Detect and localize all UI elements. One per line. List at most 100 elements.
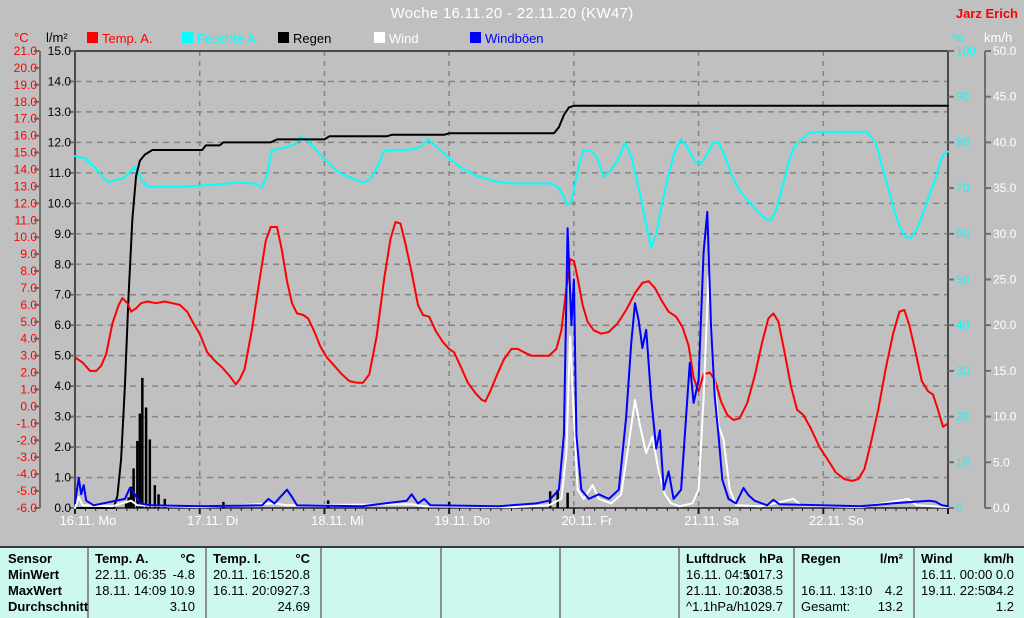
table-col-unit: hPa	[759, 551, 783, 566]
table-column-divider	[559, 548, 561, 618]
table-cell-date: 19.11. 22:50	[921, 583, 993, 598]
table-cell-value: 0.0	[995, 567, 1014, 582]
table-cell-date: 22.11. 06:35	[95, 567, 167, 582]
table-col-header: Temp. I.	[213, 551, 262, 566]
axis-tick-label: 35.0	[993, 181, 1017, 195]
axis-tick-label: -2.0	[16, 433, 37, 447]
table-cell-date: 16.11. 20:09	[213, 583, 285, 598]
table-col-header: Wind	[921, 551, 953, 566]
stats-table: Sensor MinWert MaxWert Durchschnitt Temp. A.…	[0, 546, 1024, 618]
axis-tick-label: 40.0	[993, 135, 1017, 149]
axis-tick-label: 9.0	[54, 227, 71, 241]
axis-tick-label: 16.0	[14, 129, 38, 143]
axis-tick-label: 13.0	[14, 179, 38, 193]
axis-tick-label: 70	[956, 181, 970, 195]
table-cell-date: 20.11. 16:15	[213, 567, 285, 582]
axis-tick-label: 5.0	[20, 315, 37, 329]
table-cell-date: 18.11. 14:09	[95, 583, 167, 598]
axis-tick-label: 10	[956, 455, 970, 469]
series-regen	[74, 104, 949, 509]
humidity-axis-unit: %	[952, 30, 964, 45]
page-title: Woche 16.11.20 - 22.11.20 (KW47)	[390, 5, 634, 22]
axis-tick-label: 14.0	[48, 74, 72, 88]
axis-tick-label: 13.0	[48, 105, 72, 119]
axis-tick-label: 9.0	[20, 247, 37, 261]
axis-tick-label: 20.11. Fr	[561, 513, 613, 528]
table-cell-date: 21.11. 10:20	[686, 583, 758, 598]
axis-tick-label: 2.0	[20, 366, 37, 380]
table-cell-value: -4.8	[172, 567, 195, 582]
table-column-divider	[320, 548, 322, 618]
axis-tick-label: -4.0	[16, 467, 37, 481]
table-cell-value: 10.9	[169, 583, 195, 598]
legend-swatch-icon	[374, 32, 385, 43]
legend-swatch-icon	[278, 32, 289, 43]
axis-tick-label: 11.0	[49, 166, 72, 180]
table-cell-date: 16.11. 13:10	[801, 583, 873, 598]
axis-tick-label: 8.0	[20, 264, 37, 278]
table-row-label: Durchschnitt	[8, 599, 89, 614]
axis-tick-label: 6.0	[20, 298, 37, 312]
axis-tick-label: 19.0	[14, 78, 38, 92]
axis-tick-label: 40	[956, 318, 970, 332]
legend-swatch-icon	[470, 32, 481, 43]
axis-tick-label: 0	[956, 501, 963, 515]
axis-tick-label: 15.0	[993, 364, 1017, 378]
table-column-divider	[678, 548, 680, 618]
axis-tick-label: 0.0	[20, 399, 37, 413]
station-owner-label: Jarz Erich	[955, 6, 1018, 21]
axis-tick-label: 19.11. Do	[434, 513, 489, 528]
table-cell-value: 1017.3	[743, 567, 783, 582]
wind-axis-unit: km/h	[984, 30, 1013, 45]
table-cell-value: 3.10	[169, 599, 195, 614]
legend-label: Temp. A.	[102, 31, 153, 46]
axis-tick-label: 100	[956, 44, 976, 58]
rain-intensity-bars	[124, 377, 569, 508]
axis-tick-label: 17.11. Di	[187, 513, 238, 528]
table-column-divider	[205, 548, 207, 618]
table-cell-value: 4.2	[884, 583, 903, 598]
table-column-divider	[793, 548, 795, 618]
axis-tick-label: 7.0	[20, 281, 37, 295]
axis-tick-label: -3.0	[16, 450, 37, 464]
axis-tick-label: 90	[956, 90, 970, 104]
rain-axis-unit: l/m²	[46, 30, 68, 45]
table-cell-value: 1038.5	[743, 583, 783, 598]
table-row-label: MinWert	[8, 567, 60, 582]
axis-tick-label: 30	[956, 364, 970, 378]
axis-tick-label: 21.0	[14, 44, 38, 58]
axis-tick-label: 11.0	[15, 213, 38, 227]
axis-tick-label: 10.0	[993, 410, 1017, 424]
axis-tick-label: 60	[956, 227, 970, 241]
axis-tick-label: 3.0	[54, 410, 71, 424]
rain-axis: 15.0 14.0 13.0 12.0 11.0 10.0 9.0 8.0 7.0 6.0 5.0 4…	[48, 44, 75, 515]
table-col-unit: °C	[180, 551, 195, 566]
temp-axis-unit: °C	[14, 30, 29, 45]
axis-tick-label: 18.0	[14, 95, 38, 109]
table-cell-value: 20.8	[284, 567, 310, 582]
series-temp-a-	[74, 221, 949, 482]
table-col-unit: °C	[295, 551, 310, 566]
axis-tick-label: 20.0	[14, 61, 38, 75]
axis-tick-label: 4.0	[20, 332, 37, 346]
wind-axis: 50.0 45.0 40.0 35.0 30.0 25.0 20.0 15.0 10.0 5.0 0…	[984, 44, 1017, 515]
table-col-unit: km/h	[983, 551, 1014, 566]
axis-tick-label: -5.0	[16, 484, 37, 498]
axis-tick-label: 15.0	[14, 146, 38, 160]
table-col-header: Temp. A.	[95, 551, 149, 566]
table-cell-value: 1.2	[995, 599, 1014, 614]
axis-tick-label: 12.0	[14, 196, 38, 210]
table-column-divider	[913, 548, 915, 618]
table-row-label: MaxWert	[8, 583, 62, 598]
axis-tick-label: 8.0	[54, 257, 71, 271]
axis-tick-label: 6.0	[54, 318, 71, 332]
axis-tick-label: 20	[956, 410, 970, 424]
axis-tick-label: -1.0	[16, 416, 37, 430]
axis-tick-label: 80	[956, 135, 970, 149]
series-feuchte-a-	[74, 130, 949, 249]
table-cell-date: ^1.1hPa/h	[686, 599, 745, 614]
table-cell-value: 1029.7	[743, 599, 783, 614]
axis-tick-label: 15.0	[48, 44, 72, 58]
